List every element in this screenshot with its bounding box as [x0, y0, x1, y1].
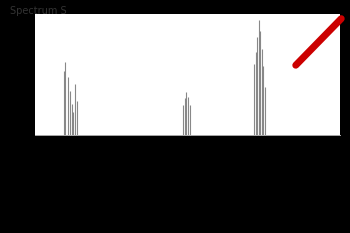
- X-axis label: PPM: PPM: [177, 155, 197, 165]
- Text: Spectrum S: Spectrum S: [10, 7, 67, 16]
